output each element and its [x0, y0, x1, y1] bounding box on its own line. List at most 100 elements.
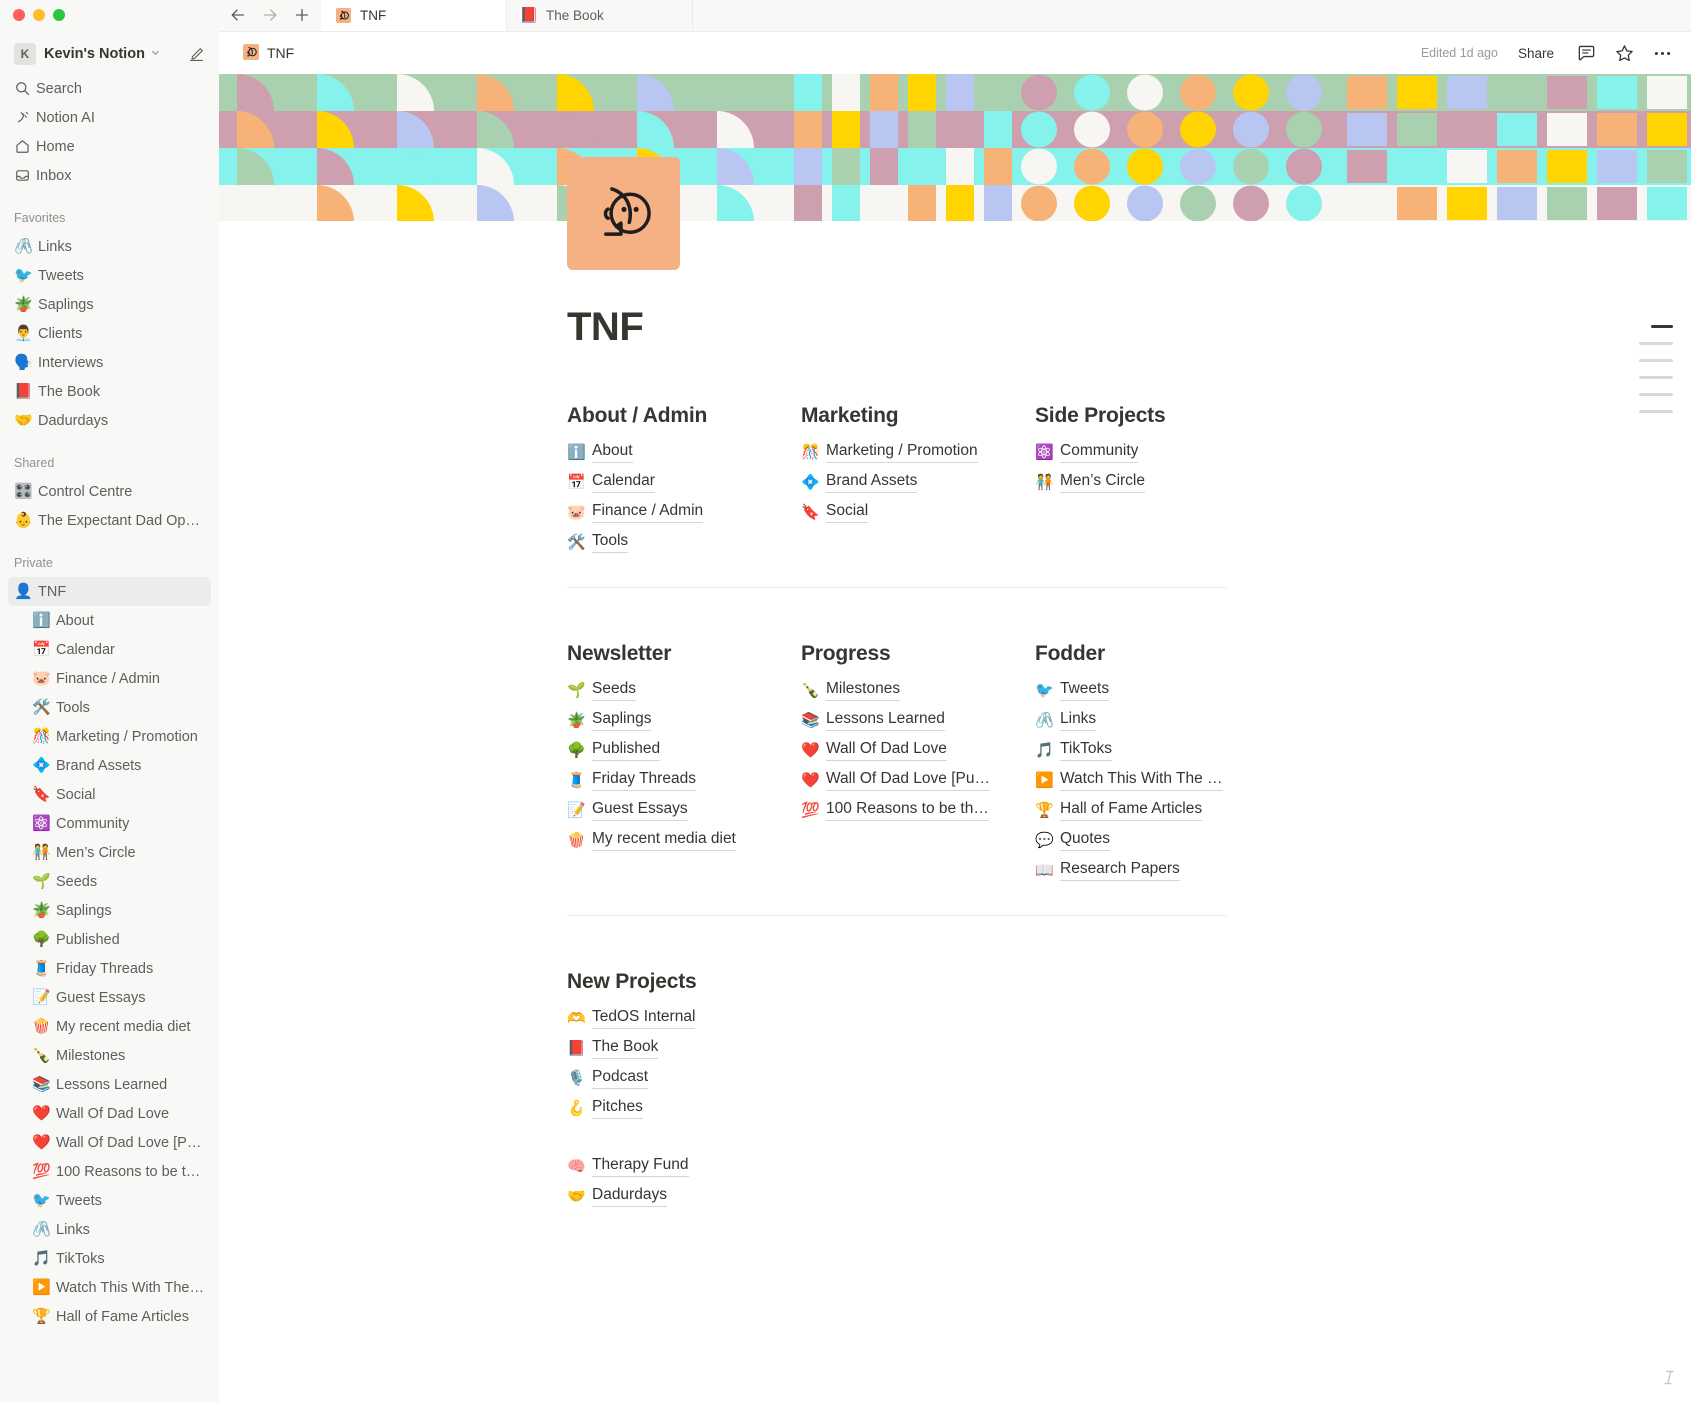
sidebar-item-watch-this-with-the-kids[interactable]: ▶️ Watch This With The Kids [8, 1273, 211, 1302]
page-link-men-s-circle[interactable]: 🧑‍🤝‍🧑 Men’s Circle [1035, 467, 1269, 497]
sidebar-item-my-recent-media-diet[interactable]: 🍿 My recent media diet [8, 1012, 211, 1041]
workspace-switcher[interactable]: K Kevin's Notion [8, 36, 211, 72]
page-title[interactable]: TNF [567, 305, 644, 349]
page-link-wall-of-dad-love-pu[interactable]: ❤️ Wall Of Dad Love [Pu… [801, 765, 1035, 795]
page-link-dadurdays[interactable]: 🤝 Dadurdays [567, 1181, 1691, 1211]
sidebar-item-inbox[interactable]: Inbox [8, 161, 211, 190]
sidebar-item-tweets[interactable]: 🐦 Tweets [8, 1186, 211, 1215]
page-link-published[interactable]: 🌳 Published [567, 735, 801, 765]
page-link-lessons-learned[interactable]: 📚 Lessons Learned [801, 705, 1035, 735]
page-link-my-recent-media-diet[interactable]: 🍿 My recent media diet [567, 825, 801, 855]
toc-mark[interactable] [1639, 410, 1673, 413]
page-link-quotes[interactable]: 💬 Quotes [1035, 825, 1269, 855]
new-tab-icon[interactable] [293, 6, 311, 24]
sidebar-item-saplings[interactable]: 🪴 Saplings [8, 290, 211, 319]
page-link-tedos-internal[interactable]: 🫶 TedOS Internal [567, 1003, 1691, 1033]
page-link-guest-essays[interactable]: 📝 Guest Essays [567, 795, 801, 825]
breadcrumb[interactable]: TNF [237, 41, 300, 66]
sidebar-item-brand-assets[interactable]: 💠 Brand Assets [8, 751, 211, 780]
share-button[interactable]: Share [1517, 45, 1554, 61]
page-link-100-reasons-to-be-th[interactable]: 💯 100 Reasons to be th… [801, 795, 1035, 825]
page-link-label: Community [1060, 441, 1139, 463]
sidebar-item-wall-of-dad-love-public[interactable]: ❤️ Wall Of Dad Love [Public] [8, 1128, 211, 1157]
sidebar-item-social[interactable]: 🔖 Social [8, 780, 211, 809]
page-link-calendar[interactable]: 📅 Calendar [567, 467, 801, 497]
page-link-social[interactable]: 🔖 Social [801, 497, 1035, 527]
sidebar-item-seeds[interactable]: 🌱 Seeds [8, 867, 211, 896]
minimize-window-button[interactable] [33, 9, 45, 21]
close-window-button[interactable] [13, 9, 25, 21]
page-link-tweets[interactable]: 🐦 Tweets [1035, 675, 1269, 705]
table-of-contents-rail[interactable] [1639, 325, 1673, 413]
page-link-friday-threads[interactable]: 🧵 Friday Threads [567, 765, 801, 795]
page-cover-image[interactable] [219, 74, 1691, 221]
sidebar-item-tools[interactable]: 🛠️ Tools [8, 693, 211, 722]
page-link-tools[interactable]: 🛠️ Tools [567, 527, 801, 557]
sidebar-item-lessons-learned[interactable]: 📚 Lessons Learned [8, 1070, 211, 1099]
page-link-marketing-promotion[interactable]: 🎊 Marketing / Promotion [801, 437, 1035, 467]
tnf-face-logo-icon[interactable] [567, 157, 680, 270]
last-edited-label[interactable]: Edited 1d ago [1420, 46, 1498, 60]
sidebar-item-men-s-circle[interactable]: 🧑‍🤝‍🧑 Men’s Circle [8, 838, 211, 867]
page-link-saplings[interactable]: 🪴 Saplings [567, 705, 801, 735]
tab-the-book[interactable]: 📕 The Book [507, 0, 693, 31]
comment-icon[interactable] [1576, 43, 1597, 64]
maximize-window-button[interactable] [53, 9, 65, 21]
page-link-pitches[interactable]: 🪝 Pitches [567, 1093, 1691, 1123]
sidebar-item-wall-of-dad-love[interactable]: ❤️ Wall Of Dad Love [8, 1099, 211, 1128]
page-link-watch-this-with-the[interactable]: ▶️ Watch This With The … [1035, 765, 1269, 795]
page-link-therapy-fund[interactable]: 🧠 Therapy Fund [567, 1151, 1691, 1181]
toc-mark[interactable] [1639, 359, 1673, 362]
sidebar-item-marketing-promotion[interactable]: 🎊 Marketing / Promotion [8, 722, 211, 751]
sidebar-item-links[interactable]: 🖇️ Links [8, 1215, 211, 1244]
page-link-wall-of-dad-love[interactable]: ❤️ Wall Of Dad Love [801, 735, 1035, 765]
page-link-community[interactable]: ⚛️ Community [1035, 437, 1269, 467]
sidebar-item-friday-threads[interactable]: 🧵 Friday Threads [8, 954, 211, 983]
star-icon[interactable] [1614, 43, 1635, 64]
sidebar-item-tweets[interactable]: 🐦 Tweets [8, 261, 211, 290]
page-link-podcast[interactable]: 🎙️ Podcast [567, 1063, 1691, 1093]
page-link-about[interactable]: ℹ️ About [567, 437, 801, 467]
page-link-links[interactable]: 🖇️ Links [1035, 705, 1269, 735]
sidebar-item-hall-of-fame-articles[interactable]: 🏆 Hall of Fame Articles [8, 1302, 211, 1331]
sidebar-item-links[interactable]: 🖇️ Links [8, 232, 211, 261]
sidebar-item-guest-essays[interactable]: 📝 Guest Essays [8, 983, 211, 1012]
new-page-icon[interactable] [188, 46, 205, 63]
toc-mark[interactable] [1651, 325, 1673, 328]
sidebar-item-about[interactable]: ℹ️ About [8, 606, 211, 635]
page-link-research-papers[interactable]: 📖 Research Papers [1035, 855, 1269, 885]
back-arrow-icon[interactable] [229, 6, 247, 24]
sidebar-item-search[interactable]: Search [8, 74, 211, 103]
sidebar-item-home[interactable]: Home [8, 132, 211, 161]
sidebar-item-control-centre[interactable]: 🎛️ Control Centre [8, 477, 211, 506]
sidebar-item-community[interactable]: ⚛️ Community [8, 809, 211, 838]
sidebar-item-the-expectant-dad-oper[interactable]: 👶 The Expectant Dad Oper… [8, 506, 211, 535]
sidebar-item-interviews[interactable]: 🗣️ Interviews [8, 348, 211, 377]
sidebar-item-tiktoks[interactable]: 🎵 TikToks [8, 1244, 211, 1273]
sidebar-item-saplings[interactable]: 🪴 Saplings [8, 896, 211, 925]
sidebar-item-tnf[interactable]: 👤 TNF [8, 577, 211, 606]
page-link-hall-of-fame-articles[interactable]: 🏆 Hall of Fame Articles [1035, 795, 1269, 825]
more-options-icon[interactable] [1652, 43, 1673, 64]
tab-tnf[interactable]: TNF [321, 0, 507, 31]
sidebar-item-published[interactable]: 🌳 Published [8, 925, 211, 954]
sidebar-item-milestones[interactable]: 🍾 Milestones [8, 1041, 211, 1070]
toc-mark[interactable] [1639, 376, 1673, 379]
sidebar-item-notion-ai[interactable]: Notion AI [8, 103, 211, 132]
page-link-milestones[interactable]: 🍾 Milestones [801, 675, 1035, 705]
page-link-tiktoks[interactable]: 🎵 TikToks [1035, 735, 1269, 765]
sidebar-item-clients[interactable]: 👨‍💼 Clients [8, 319, 211, 348]
page-link-the-book[interactable]: 📕 The Book [567, 1033, 1691, 1063]
sidebar-item-dadurdays[interactable]: 🤝 Dadurdays [8, 406, 211, 435]
forward-arrow-icon[interactable] [261, 6, 279, 24]
page-link-brand-assets[interactable]: 💠 Brand Assets [801, 467, 1035, 497]
page-link-finance-admin[interactable]: 🐷 Finance / Admin [567, 497, 801, 527]
sidebar-item-100-reasons-to-be-than[interactable]: 💯 100 Reasons to be than… [8, 1157, 211, 1186]
page-corner-icon[interactable] [1660, 1368, 1679, 1392]
toc-mark[interactable] [1639, 342, 1673, 345]
page-link-seeds[interactable]: 🌱 Seeds [567, 675, 801, 705]
sidebar-item-the-book[interactable]: 📕 The Book [8, 377, 211, 406]
sidebar-item-calendar[interactable]: 📅 Calendar [8, 635, 211, 664]
sidebar-item-finance-admin[interactable]: 🐷 Finance / Admin [8, 664, 211, 693]
toc-mark[interactable] [1639, 393, 1673, 396]
